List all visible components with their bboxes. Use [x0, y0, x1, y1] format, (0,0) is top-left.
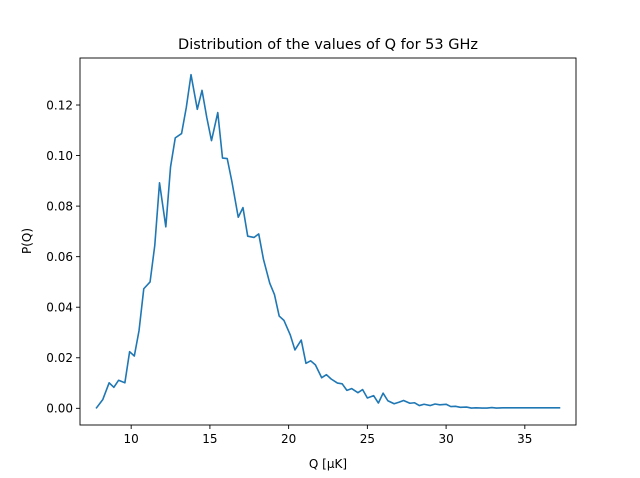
y-tick-label: 0.04 [46, 301, 73, 315]
y-tick-label: 0.00 [46, 402, 73, 416]
x-tick-label: 20 [281, 432, 296, 446]
x-tick-label: 30 [438, 432, 453, 446]
y-tick-label: 0.12 [46, 98, 73, 112]
x-tick-label: 35 [517, 432, 532, 446]
x-axis-title: Q [μK] [309, 457, 347, 471]
x-tick-label: 25 [360, 432, 375, 446]
plot-area: 10 15 20 25 30 35 0.00 0.02 0.04 0.06 0.08 0.10 0.12 [46, 57, 577, 446]
y-tick-label: 0.06 [46, 250, 73, 264]
y-tick-label: 0.02 [46, 351, 73, 365]
series-line [95, 73, 561, 409]
y-tick-label: 0.10 [46, 149, 73, 163]
y-axis-title: P(Q) [20, 228, 34, 254]
chart-title: Distribution of the values of Q for 53 G… [178, 37, 478, 53]
x-tick-label: 10 [124, 432, 139, 446]
x-tick-label: 15 [202, 432, 217, 446]
axes-frame [79, 57, 577, 426]
y-tick-label: 0.08 [46, 199, 73, 213]
